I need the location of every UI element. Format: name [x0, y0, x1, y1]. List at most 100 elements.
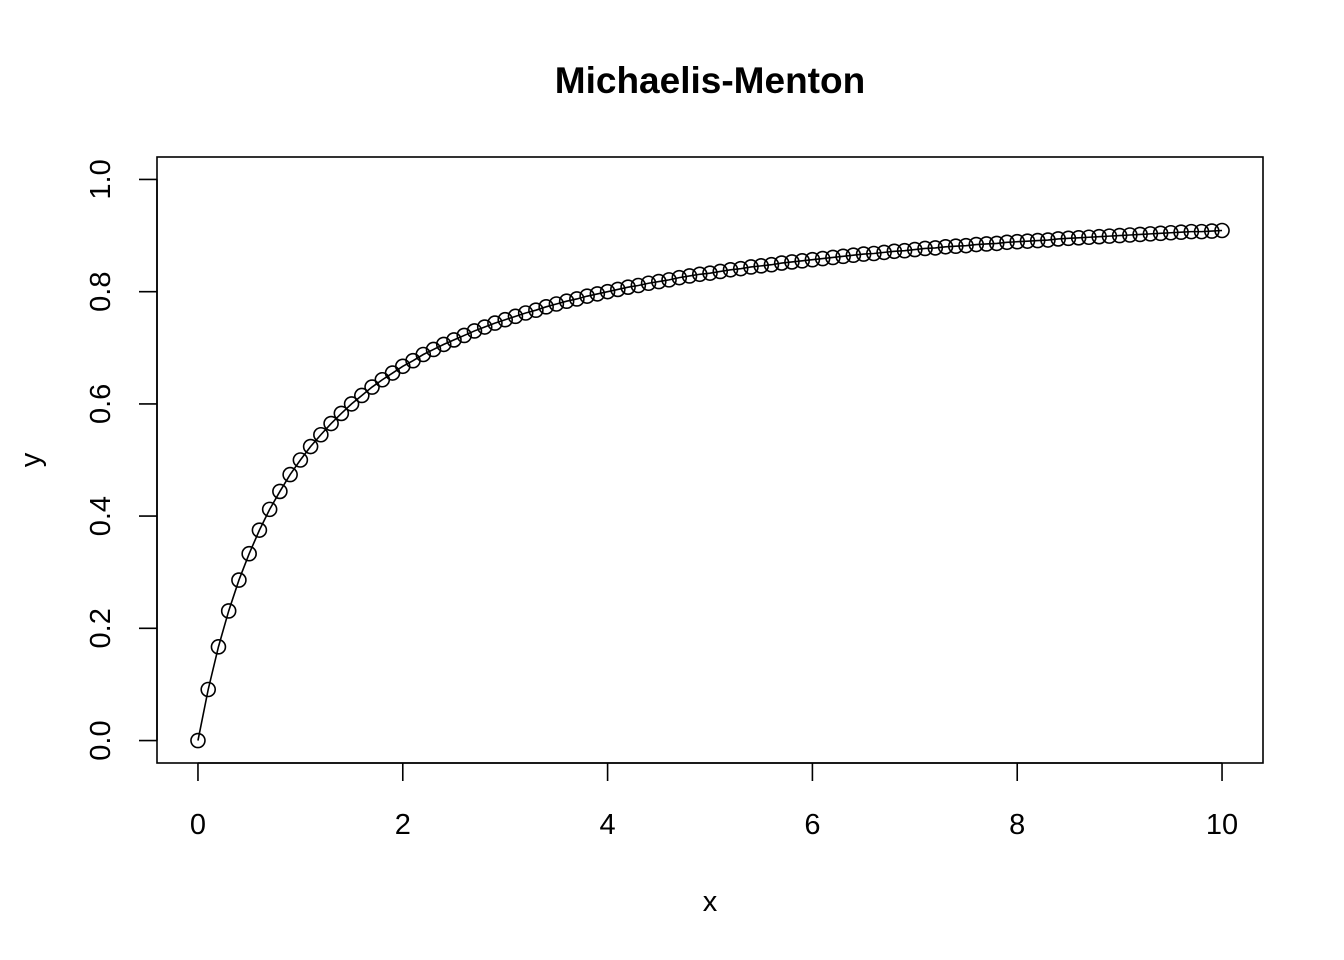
data-point	[1214, 222, 1230, 239]
data-point	[814, 250, 831, 267]
data-point	[691, 266, 708, 283]
data-point	[702, 265, 718, 281]
data-point	[640, 275, 657, 292]
series-line	[197, 229, 1223, 741]
data-point	[415, 346, 432, 363]
x-tick-label: 0	[190, 809, 206, 841]
data-point	[1050, 231, 1066, 247]
data-point	[845, 247, 862, 263]
x-tick-label: 8	[1009, 809, 1025, 841]
data-point	[579, 288, 595, 304]
data-point	[589, 286, 606, 302]
data-point	[732, 260, 749, 277]
chart-title: Michaelis-Menton	[555, 60, 865, 101]
data-point	[671, 269, 688, 286]
series-points	[190, 222, 1230, 749]
data-point	[763, 256, 780, 273]
data-point	[722, 261, 739, 278]
data-point	[1203, 223, 1220, 239]
data-point	[784, 254, 800, 270]
y-tick-label: 0.4	[85, 496, 117, 536]
data-point	[343, 396, 360, 412]
data-point	[558, 293, 575, 310]
data-point	[743, 259, 759, 275]
data-point	[507, 308, 524, 325]
data-point	[999, 234, 1015, 251]
data-point	[937, 238, 954, 255]
data-point	[313, 426, 329, 443]
y-axis-label: y	[15, 452, 47, 467]
y-tick-label: 1.0	[85, 159, 117, 199]
data-point	[794, 253, 810, 269]
y-tick-label: 0.6	[85, 384, 117, 424]
data-point	[241, 545, 257, 562]
data-point	[261, 501, 278, 518]
data-point	[917, 240, 933, 257]
data-point	[630, 277, 647, 294]
data-point	[466, 323, 483, 339]
data-point	[333, 405, 350, 422]
data-point	[620, 279, 636, 295]
data-point	[866, 245, 882, 262]
data-point	[1091, 228, 1107, 245]
x-tick-label: 6	[804, 809, 820, 841]
data-point	[855, 246, 872, 262]
data-point	[712, 263, 729, 280]
y-axis: 0.0 0.2 0.4 0.6 0.8 1.0	[85, 159, 158, 761]
data-point	[425, 341, 442, 358]
data-point	[1163, 224, 1179, 241]
data-point	[528, 302, 544, 318]
y-tick-label: 0.8	[85, 272, 117, 312]
data-point	[1040, 232, 1056, 248]
data-point	[599, 283, 616, 300]
data-point	[1152, 225, 1169, 242]
data-point	[190, 732, 206, 749]
data-point	[1060, 230, 1077, 247]
data-point	[804, 251, 821, 268]
data-point	[958, 237, 974, 254]
data-point	[354, 387, 370, 404]
data-point	[517, 305, 534, 321]
data-point	[1029, 232, 1046, 249]
data-point	[251, 522, 268, 538]
data-point	[476, 319, 493, 335]
x-axis: 0 2 4 6 8 10	[190, 762, 1238, 841]
data-point	[1111, 227, 1128, 244]
data-point	[538, 299, 554, 315]
data-point	[968, 236, 985, 253]
data-point	[876, 244, 892, 261]
data-point	[835, 248, 851, 265]
data-point	[947, 238, 964, 255]
data-point	[886, 243, 903, 260]
data-point	[896, 242, 913, 259]
data-point	[1132, 226, 1148, 243]
data-point	[907, 241, 923, 258]
data-point	[1009, 233, 1026, 250]
data-point	[487, 315, 503, 331]
x-axis-label: x	[703, 886, 718, 918]
x-tick-label: 2	[395, 809, 411, 841]
data-point	[302, 438, 319, 455]
data-point	[282, 466, 298, 483]
data-point	[548, 296, 565, 312]
plot-frame	[156, 156, 1264, 764]
data-point	[610, 281, 626, 298]
data-point	[661, 272, 677, 288]
data-point	[650, 273, 667, 290]
data-point	[773, 255, 790, 271]
data-point	[927, 240, 944, 256]
data-point	[497, 311, 513, 328]
data-point	[292, 452, 309, 468]
data-point	[1101, 228, 1118, 244]
data-point	[1122, 227, 1138, 243]
data-point	[978, 236, 995, 252]
data-point	[1019, 233, 1036, 249]
x-tick-label: 4	[600, 809, 616, 841]
x-tick-label: 10	[1206, 809, 1238, 841]
data-point	[1193, 223, 1210, 240]
data-point	[435, 336, 452, 353]
data-point	[364, 379, 380, 395]
data-point	[210, 639, 227, 655]
data-point	[988, 235, 1005, 252]
